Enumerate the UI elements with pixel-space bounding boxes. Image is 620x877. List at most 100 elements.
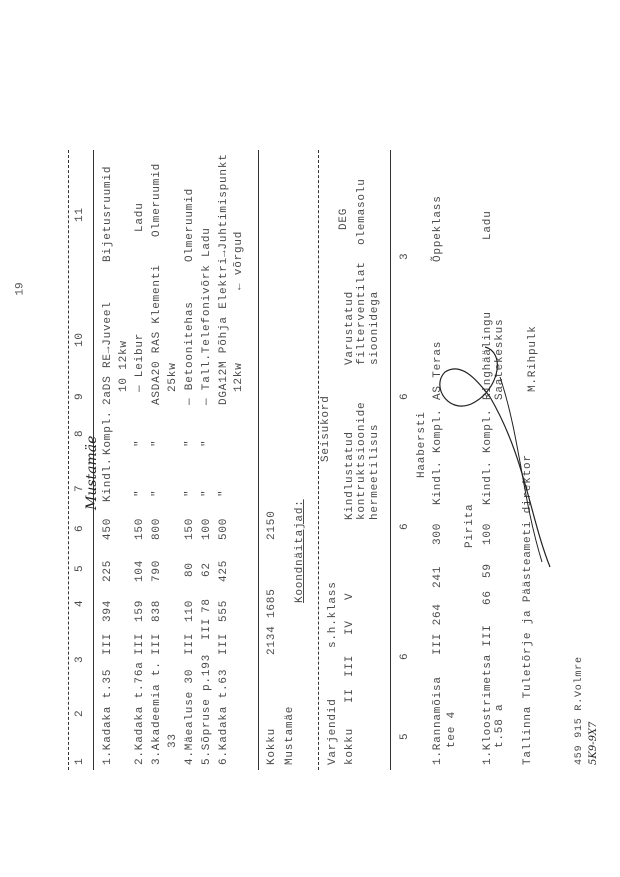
- summary-value-5: 3: [399, 252, 411, 260]
- row2-name: 2.Kadaka t.76a: [134, 661, 146, 765]
- pirita-c11: Ladu: [482, 210, 494, 240]
- row2-c4: 159: [134, 599, 146, 622]
- row3-c8: ": [151, 439, 163, 447]
- row3-c10: ASDA20 RAS Klementi: [151, 264, 163, 405]
- summary-iii: III: [344, 654, 356, 677]
- row2-klass: III: [134, 632, 146, 655]
- summary-deg2: olemasolu: [356, 178, 368, 245]
- row1-c10: 2aDS RE→Juveel: [102, 301, 114, 405]
- row6-klass: III: [218, 632, 230, 655]
- row2-c7: ": [134, 489, 146, 497]
- row4-c10: — Betoonitehas: [184, 301, 196, 405]
- row6-c10b: 12kw: [233, 362, 245, 392]
- row3-c4: 838: [151, 599, 163, 622]
- author-note: 5K9-9X7: [588, 721, 599, 765]
- row3-name: 3.Akadeemia t.: [151, 661, 163, 765]
- row1-c4: 394: [102, 599, 114, 622]
- row1-klass: III: [102, 632, 114, 655]
- row3-c11: Olmeruumid: [151, 162, 163, 237]
- haabersti-name2: tee 4: [446, 710, 458, 748]
- row1-c10b: 10 12kw: [118, 340, 130, 392]
- total-c4c5: 2134 1685: [266, 588, 278, 655]
- signature-scribble: [439, 346, 551, 568]
- row3-c7: ": [151, 489, 163, 497]
- summary-value-1: 5: [399, 732, 411, 740]
- col-11: 11: [74, 207, 86, 222]
- col-5: 5: [74, 564, 86, 572]
- row4-c8: ": [184, 439, 196, 447]
- haabersti-c11: Õppeklass: [432, 195, 444, 262]
- row5-c5: 62: [201, 562, 213, 577]
- row5-c7: ": [201, 489, 213, 497]
- district-mustamae: Mustamäe: [284, 705, 296, 765]
- row4-c11: Olmeruumid: [184, 187, 196, 262]
- row4-c7: ": [184, 489, 196, 497]
- row3-c6: 800: [151, 517, 163, 540]
- row2-c5: 104: [134, 559, 146, 582]
- summary-title: Koondnäitajad:: [294, 499, 306, 603]
- handwritten-note: Mustamäe: [84, 435, 100, 510]
- haabersti-name: 1.Rannamõisa: [432, 676, 444, 765]
- total-c6: 2150: [266, 510, 278, 540]
- row5-c6: 100: [201, 517, 213, 540]
- summary-iv: IV: [344, 620, 356, 635]
- pirita-klass: 66: [482, 590, 494, 605]
- col-3: 3: [74, 655, 86, 663]
- row6-c4: 555: [218, 599, 230, 622]
- row4-c5: 80: [184, 562, 196, 577]
- row6-name: 6.Kadaka t.63: [218, 668, 230, 765]
- summary-v: V: [344, 592, 356, 600]
- summary-header-rule: [390, 150, 391, 770]
- row6-c6: 500: [218, 517, 230, 540]
- haabersti-klass: III 264: [432, 603, 444, 655]
- row1-c6: 450: [102, 517, 114, 540]
- total-label: Kokku: [266, 727, 278, 765]
- row3-klass: III: [151, 632, 163, 655]
- summary-top-rule: [318, 150, 319, 770]
- district-haabersti: Haabersti: [416, 411, 428, 478]
- row6-c10: DGA12M Põhja Elektri→Juhtimispunkt: [218, 153, 230, 405]
- col-9: 9: [74, 392, 86, 400]
- col-10: 10: [74, 332, 86, 347]
- col-4: 4: [74, 599, 86, 607]
- row5-c4: 78: [201, 598, 213, 613]
- row6-c5: 425: [218, 559, 230, 582]
- col-6: 6: [74, 524, 86, 532]
- author: 459 915 R.Volmre: [574, 656, 585, 765]
- summary-value-3: 6: [399, 522, 411, 530]
- summary-value-2: 6: [399, 652, 411, 660]
- row5-c8: ": [201, 439, 213, 447]
- row1-c11: Bijetusruumid: [102, 165, 114, 262]
- summary-kindl1: Kindlustatud: [344, 431, 356, 520]
- row4-c6: 150: [184, 517, 196, 540]
- row1-c7: Kindl.: [102, 457, 114, 502]
- table-top-rule: [68, 150, 69, 770]
- summary-kindl2: kontruktsioonide: [356, 401, 368, 520]
- summary-seisukord: Seisukord: [320, 395, 332, 462]
- row2-c10: — Leibur: [134, 332, 146, 392]
- row1-name: 1.Kadaka t.35: [102, 668, 114, 765]
- row1-c5: 225: [102, 559, 114, 582]
- row6-c11: ← võrgud: [233, 230, 245, 290]
- total-rule: [258, 150, 259, 770]
- row2-c11: Ladu: [134, 202, 146, 232]
- summary-kindl3: hermeetilisus: [369, 423, 381, 520]
- row5-name: 5.Sõpruse p.193: [201, 653, 213, 765]
- row4-klass: III: [184, 632, 196, 655]
- row2-c8: ": [134, 439, 146, 447]
- summary-value-4: 6: [399, 392, 411, 400]
- col-2: 2: [74, 709, 86, 717]
- summary-shklass: s.h.klass: [327, 581, 339, 648]
- row3-c10b: 25kw: [167, 362, 179, 392]
- row4-c4: 110: [184, 599, 196, 622]
- summary-varjendid: Varjendid: [327, 698, 339, 765]
- row4-name: 4.Mäealuse 30: [184, 668, 196, 765]
- row3-name2: 33: [167, 733, 179, 748]
- summary-var2: filterventilat: [356, 261, 368, 365]
- row6-c7: ": [218, 489, 230, 497]
- row5-c10: — Tall.Telefonivõrk Ladu: [201, 227, 213, 405]
- pirita-name2: t.58 a: [494, 703, 506, 748]
- summary-var3: sioonidega: [369, 290, 381, 365]
- summary-deg1: DEG: [338, 207, 350, 230]
